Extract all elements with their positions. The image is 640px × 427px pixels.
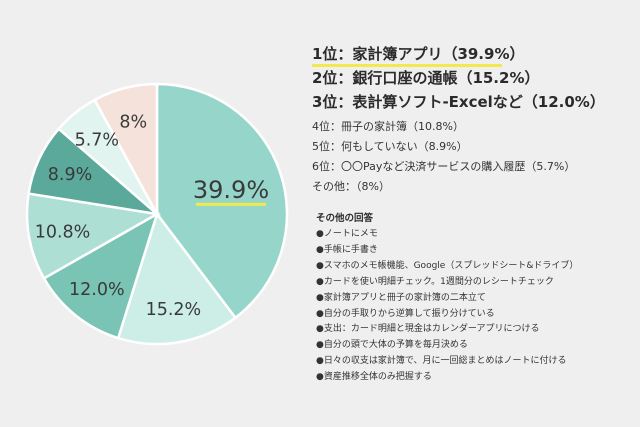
pie-slice-0 xyxy=(155,82,289,320)
pie-label-1: 15.2% xyxy=(146,300,202,320)
pie-slice-3 xyxy=(25,192,161,280)
other-answer-item: ●資産推移全体のみ把握する xyxy=(316,372,432,383)
other-answer-item: ●スマホのメモ帳機能、Google（スプレッドシート&ドライブ） xyxy=(316,260,579,271)
pie-label-highlight xyxy=(196,202,266,206)
legend-rank-1: 1位：家計簿アプリ（39.9%） xyxy=(312,42,634,67)
legend-rank-3: 3位：表計算ソフト-Excelなど（12.0%） xyxy=(312,93,605,111)
other-answer-item: ●カードを使い明細チェック。1週間分のレシートチェック xyxy=(316,276,554,287)
pie-slice-2 xyxy=(42,211,160,340)
legend-rank-6: 6位：〇〇Payなど決済サービスの購入履歴（5.7%） xyxy=(312,160,576,173)
other-answer-item: ●支出：カード明細と現金はカレンダーアプリにつける xyxy=(316,324,540,335)
legend-other: その他：（8%） xyxy=(312,180,390,193)
other-answers: その他の回答 ●ノートにメモ ●手帳に手書き ●スマホのメモ帳機能、Google… xyxy=(316,210,636,386)
other-answer-item: ●日々の収支は家計簿で、月に一回総まとめはノートに付ける xyxy=(316,356,567,367)
legend-rank-4: 4位：冊子の家計簿（10.8%） xyxy=(312,120,464,133)
other-answer-item: ●自分の手取りから逆算して振り分けている xyxy=(316,308,495,319)
pie-label-4: 8.9% xyxy=(48,165,92,185)
legend-rank-2: 2位：銀行口座の通帳（15.2%） xyxy=(312,69,540,87)
pie-label-5: 5.7% xyxy=(75,131,119,151)
other-answer-item: ●自分の頭で大体の予算を毎月決める xyxy=(316,340,468,351)
legend-rank-5: 5位：何もしていない（8.9%） xyxy=(312,140,468,153)
legend: 1位：家計簿アプリ（39.9%） 2位：銀行口座の通帳（15.2%） 3位：表計… xyxy=(312,42,634,197)
pie-label-2: 12.0% xyxy=(69,280,125,300)
pie-label-3: 10.8% xyxy=(35,223,91,243)
other-answers-title: その他の回答 xyxy=(316,213,374,224)
pie-label-6: 8% xyxy=(119,112,147,132)
rank-1-highlight xyxy=(312,64,502,67)
pie-slice-6 xyxy=(92,82,159,215)
pie-label-0: 39.9% xyxy=(193,176,269,204)
other-answer-item: ●家計簿アプリと冊子の家計簿の二本立て xyxy=(316,292,486,303)
other-answer-item: ●手帳に手書き xyxy=(316,244,378,255)
other-answer-item: ●ノートにメモ xyxy=(316,229,378,239)
